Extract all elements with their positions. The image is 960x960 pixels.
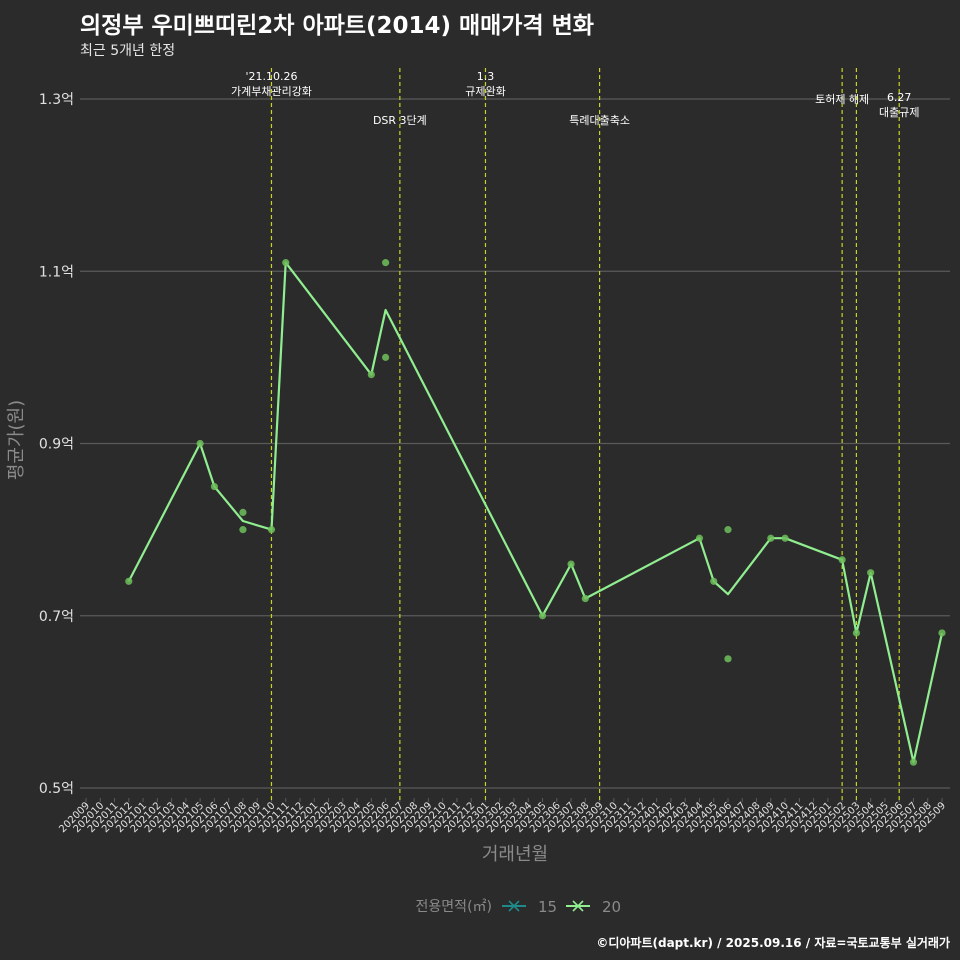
chart-title: 의정부 우미쁘띠린2차 아파트(2014) 매매가격 변화	[80, 13, 594, 39]
data-point	[382, 353, 390, 361]
data-point	[909, 758, 918, 766]
data-point	[210, 482, 218, 491]
data-point	[125, 577, 133, 585]
data-point	[724, 526, 732, 534]
data-point	[567, 560, 575, 568]
data-point	[196, 439, 204, 448]
y-tick-label: 1.3억	[39, 92, 74, 108]
legend-label: 15	[538, 898, 557, 916]
data-point	[838, 556, 846, 564]
data-point	[710, 577, 718, 585]
data-point	[239, 526, 247, 534]
data-point	[538, 612, 547, 620]
data-point	[867, 569, 875, 577]
data-point	[382, 259, 390, 267]
policy-event-label: DSR 3단계	[373, 114, 427, 127]
policy-event-label: 토허제 해제	[815, 92, 869, 106]
policy-event-label: 특례대출축소	[569, 114, 630, 127]
policy-event-label: 가계부채관리강화	[231, 85, 312, 98]
data-point	[581, 594, 589, 603]
y-axis-title: 평균가(원)	[6, 400, 27, 480]
y-tick-label: 0.5억	[39, 781, 74, 797]
y-tick-label: 0.9억	[39, 437, 74, 453]
data-point	[695, 534, 704, 542]
legend-title: 전용면적(㎡)	[416, 899, 492, 915]
policy-event-label: 1.3	[477, 70, 495, 83]
x-axis-title: 거래년월	[482, 844, 548, 865]
legend-key-mark	[508, 900, 520, 912]
series-line-20	[127, 261, 944, 764]
policy-event-label: 규제완화	[465, 85, 505, 98]
y-tick-label: 1.1억	[39, 264, 74, 280]
data-point	[239, 508, 247, 516]
data-point	[282, 259, 290, 267]
policy-event-label: 대출규제	[879, 106, 919, 119]
chart-subtitle: 최근 5개년 한정	[80, 43, 176, 59]
data-point	[367, 371, 375, 379]
footer-caption: ©디아파트(dapt.kr) / 2025.09.16 / 자료=국토교통부 실…	[596, 936, 950, 950]
data-point	[781, 534, 789, 542]
data-point	[938, 629, 946, 637]
y-tick-label: 0.7억	[39, 609, 74, 625]
legend-key-mark	[572, 900, 584, 912]
policy-event-label: 6.27	[887, 91, 912, 104]
policy-event-label: '21.10.26	[245, 70, 297, 83]
legend-label: 20	[602, 898, 621, 916]
data-point	[267, 526, 276, 534]
data-point	[852, 629, 861, 637]
data-point	[724, 655, 732, 663]
data-point	[767, 534, 775, 542]
